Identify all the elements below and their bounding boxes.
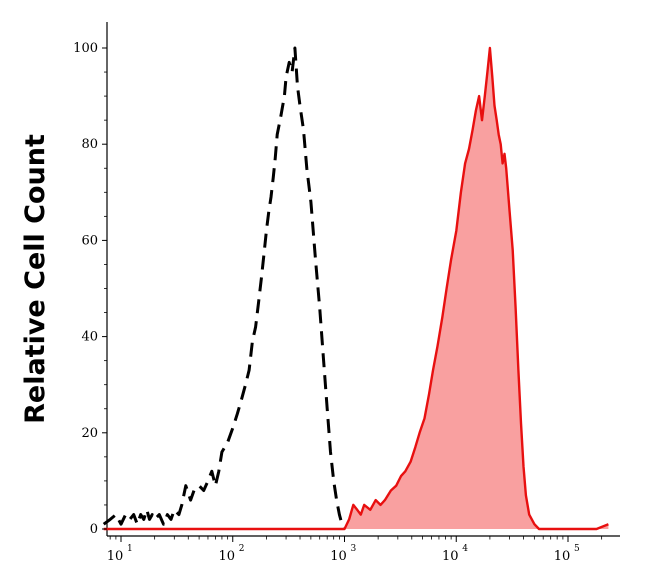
series-1-fill — [103, 48, 609, 529]
y-tick-label: 100 — [73, 41, 98, 56]
x-tick-label: 10 — [330, 549, 347, 564]
x-tick-exponent: 5 — [574, 544, 580, 554]
x-tick-label: 10 — [218, 549, 235, 564]
x-tick-exponent: 4 — [462, 544, 468, 554]
series-0-line — [102, 46, 346, 530]
y-tick-label: 40 — [81, 330, 98, 345]
x-tick-exponent: 3 — [351, 544, 357, 554]
y-tick-label: 80 — [81, 137, 98, 152]
series-layer — [102, 46, 609, 531]
x-tick-label: 10 — [554, 549, 571, 564]
y-tick-label: 60 — [81, 233, 98, 248]
y-tick-label: 20 — [81, 426, 98, 441]
y-axis-label: Relative Cell Count — [20, 134, 51, 424]
series-1-line — [103, 46, 609, 531]
x-tick-exponent: 2 — [239, 544, 245, 554]
x-tick-exponent: 1 — [127, 544, 133, 554]
y-tick-label: 0 — [90, 522, 98, 537]
x-tick-label: 10 — [442, 549, 459, 564]
axes-layer — [106, 22, 620, 537]
x-tick-label: 10 — [107, 549, 124, 564]
